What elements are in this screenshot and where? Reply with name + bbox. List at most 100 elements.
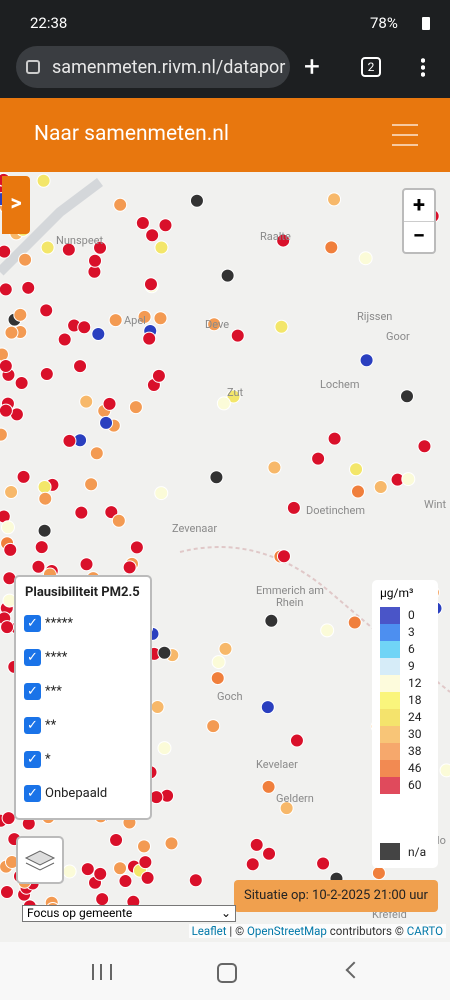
sensor-dot[interactable] xyxy=(371,866,386,881)
sensor-dot[interactable] xyxy=(80,862,95,877)
zoom-out[interactable]: − xyxy=(412,224,426,249)
sensor-dot[interactable] xyxy=(108,313,123,328)
sensor-dot[interactable] xyxy=(93,866,108,881)
sensor-dot[interactable] xyxy=(264,613,279,628)
sensor-dot[interactable] xyxy=(0,347,9,362)
sensor-dot[interactable] xyxy=(109,833,124,848)
sensor-dot[interactable] xyxy=(347,615,362,630)
sidebar-toggle[interactable]: > xyxy=(2,176,30,234)
sensor-dot[interactable] xyxy=(88,253,103,268)
filter-option[interactable]: ✓ ***** xyxy=(24,615,73,632)
sensor-dot[interactable] xyxy=(102,396,117,411)
checkbox[interactable]: ✓ xyxy=(24,785,41,802)
sensor-dot[interactable] xyxy=(349,462,364,477)
sensor-dot[interactable] xyxy=(230,328,245,343)
sensor-dot[interactable] xyxy=(111,513,126,528)
sensor-dot[interactable] xyxy=(289,733,304,748)
link[interactable]: CARTO xyxy=(406,924,443,938)
sensor-dot[interactable] xyxy=(260,700,275,715)
url-bar[interactable]: samenmeten.rivm.nl/datapor xyxy=(16,46,290,88)
sensor-dot[interactable] xyxy=(4,485,19,500)
sensor-dot[interactable] xyxy=(373,480,388,495)
sensor-dot[interactable] xyxy=(93,240,108,255)
sensor-dot[interactable] xyxy=(38,491,53,506)
sensor-dot[interactable] xyxy=(399,389,414,404)
filter-option[interactable]: ✓ ** xyxy=(24,717,56,734)
back[interactable] xyxy=(345,961,363,979)
tab-count[interactable]: 2 xyxy=(361,57,381,77)
sensor-dot[interactable] xyxy=(39,367,54,382)
sensor-dot[interactable] xyxy=(137,839,152,854)
menu[interactable] xyxy=(421,57,425,77)
home[interactable] xyxy=(217,963,237,983)
sensor-dot[interactable] xyxy=(286,500,301,515)
sensor-dot[interactable] xyxy=(0,244,12,259)
sensor-dot[interactable] xyxy=(3,542,18,557)
sensor-dot[interactable] xyxy=(207,317,222,332)
filter-option[interactable]: ✓ **** xyxy=(24,649,67,666)
sensor-dot[interactable] xyxy=(150,699,165,714)
sensor-dot[interactable] xyxy=(16,469,31,484)
sensor-dot[interactable] xyxy=(62,433,77,448)
map[interactable]: Nunspeet Raalte Rijssen Apel Deve Goor Z… xyxy=(0,172,450,942)
new-tab[interactable]: + xyxy=(304,50,320,83)
sensor-dot[interactable] xyxy=(249,837,264,852)
sensor-dot[interactable] xyxy=(206,719,221,734)
sensor-dot[interactable] xyxy=(216,396,231,411)
sensor-dot[interactable] xyxy=(79,557,94,572)
sensor-dot[interactable] xyxy=(137,309,152,324)
sensor-dot[interactable] xyxy=(128,400,143,415)
sensor-dot[interactable] xyxy=(359,353,374,368)
sensor-dot[interactable] xyxy=(77,320,92,335)
sensor-dot[interactable] xyxy=(40,240,55,255)
sensor-dot[interactable] xyxy=(18,252,33,267)
sensor-dot[interactable] xyxy=(218,641,233,656)
filter-option[interactable]: ✓ Onbepaald xyxy=(24,785,107,802)
sensor-dot[interactable] xyxy=(21,280,36,295)
sensor-dot[interactable] xyxy=(262,846,277,861)
checkbox[interactable]: ✓ xyxy=(24,649,41,666)
zoom-in[interactable]: + xyxy=(404,190,434,222)
sensor-dot[interactable] xyxy=(36,173,51,188)
sensor-dot[interactable] xyxy=(79,394,94,409)
sensor-dot[interactable] xyxy=(316,856,331,871)
header-title[interactable]: Naar samenmeten.nl xyxy=(34,122,229,146)
sensor-dot[interactable] xyxy=(245,857,260,872)
sensor-dot[interactable] xyxy=(154,486,169,501)
sensor-dot[interactable] xyxy=(327,192,342,207)
sensor-dot[interactable] xyxy=(274,319,289,334)
checkbox[interactable]: ✓ xyxy=(24,615,41,632)
sensor-dot[interactable] xyxy=(279,801,294,816)
sensor-dot[interactable] xyxy=(122,560,137,575)
sensor-dot[interactable] xyxy=(0,520,15,535)
checkbox[interactable]: ✓ xyxy=(24,683,41,700)
sensor-dot[interactable] xyxy=(311,451,326,466)
layers-button[interactable] xyxy=(16,836,64,884)
sensor-dot[interactable] xyxy=(138,855,153,870)
sensor-dot[interactable] xyxy=(417,439,432,454)
sensor-dot[interactable] xyxy=(89,446,104,461)
sensor-dot[interactable] xyxy=(327,431,342,446)
filter-option[interactable]: ✓ * xyxy=(24,751,51,768)
sensor-dot[interactable] xyxy=(143,277,158,292)
checkbox[interactable]: ✓ xyxy=(24,717,41,734)
sensor-dot[interactable] xyxy=(401,472,416,487)
sensor-dot[interactable] xyxy=(226,389,241,404)
sensor-dot[interactable] xyxy=(13,307,28,322)
sensor-dot[interactable] xyxy=(276,549,291,564)
sensor-dot[interactable] xyxy=(135,216,150,231)
sensor-dot[interactable] xyxy=(276,233,291,248)
site-icon[interactable] xyxy=(26,60,40,74)
sensor-dot[interactable] xyxy=(91,326,106,341)
sensor-dot[interactable] xyxy=(129,540,144,555)
sensor-dot[interactable] xyxy=(261,779,276,794)
sensor-dot[interactable] xyxy=(157,645,172,660)
sensor-dot[interactable] xyxy=(358,251,373,266)
sensor-dot[interactable] xyxy=(0,403,13,418)
sensor-dot[interactable] xyxy=(158,218,173,233)
sensor-dot[interactable] xyxy=(14,375,29,390)
sensor-dot[interactable] xyxy=(164,836,179,851)
sensor-dot[interactable] xyxy=(153,311,168,326)
sensor-dot[interactable] xyxy=(145,228,160,243)
sensor-dot[interactable] xyxy=(4,325,19,340)
